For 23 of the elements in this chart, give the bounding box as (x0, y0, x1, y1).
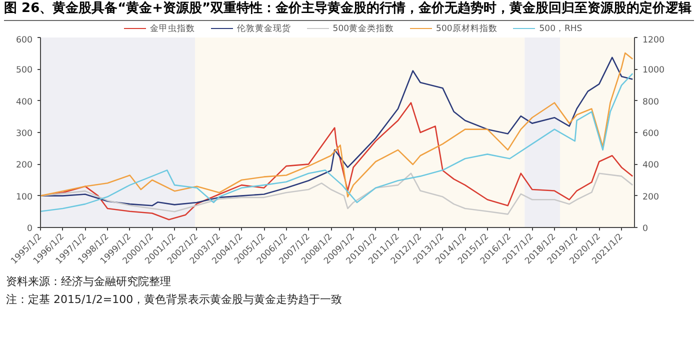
text: 注：定基 2015/1/2=100，黄色背景表示黄金股与黄金走势趋于一致 (6, 292, 342, 308)
y-tick-label: 600 (16, 36, 33, 46)
y-tick-label: 500 (16, 66, 33, 76)
y-tick-label: 100 (16, 192, 33, 202)
legend-label: 500，RHS (539, 24, 582, 34)
legend-label: 金甲虫指数 (150, 24, 195, 34)
y2-tick-label: 0 (642, 224, 648, 234)
chart-title: 图 26、黄金股具备“黄金+资源股”双重特性：金价主导黄金股的行情，金价无趋势时，黄金股回归至资源股的定价逻辑 (4, 0, 692, 18)
y-tick-label: 0 (26, 224, 33, 234)
legend-label: 500原材料指数 (436, 24, 498, 34)
y2-tick-label: 1000 (642, 66, 665, 76)
y2-tick-label: 200 (642, 192, 660, 202)
y-tick-label: 400 (16, 97, 33, 108)
y2-tick-label: 1200 (642, 36, 665, 46)
y-tick-label: 200 (16, 160, 33, 171)
y2-tick-label: 600 (642, 129, 660, 140)
legend-label: 伦敦黄金现货 (236, 24, 291, 34)
y2-tick-label: 400 (642, 160, 660, 171)
y-tick-label: 300 (16, 129, 33, 140)
legend-label: 500黄金类指数 (332, 24, 394, 34)
text: 资料来源：经济与金融研究院整理 (6, 274, 171, 290)
y2-tick-label: 800 (642, 97, 660, 108)
line-series (40, 172, 634, 215)
